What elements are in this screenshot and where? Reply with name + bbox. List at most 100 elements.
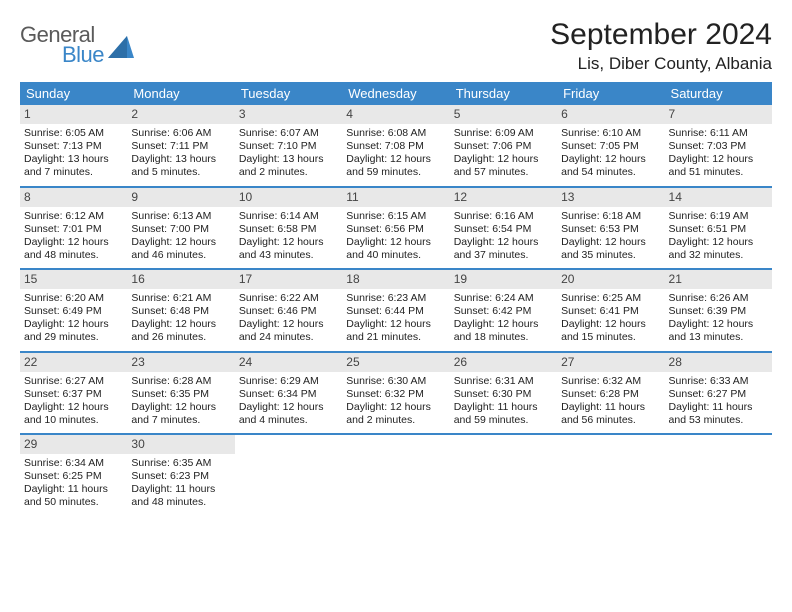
daylight-line: Daylight: 13 hours and 5 minutes. <box>131 153 230 179</box>
dow-sunday: Sunday <box>20 82 127 105</box>
week-row: 8Sunrise: 6:12 AMSunset: 7:01 PMDaylight… <box>20 188 772 271</box>
day-cell: 22 Sunrise: 6:27 AMSunset: 6:37 PMDayligh… <box>20 353 127 434</box>
logo: General Blue <box>20 24 134 66</box>
day-number: 27 <box>557 353 664 372</box>
day-number: 20 <box>557 270 664 289</box>
daylight-line: Daylight: 11 hours and 59 minutes. <box>454 401 553 427</box>
sunset-line: Sunset: 6:42 PM <box>454 305 553 318</box>
day-cell: 25Sunrise: 6:30 AMSunset: 6:32 PMDayligh… <box>342 353 449 434</box>
day-cell: 23Sunrise: 6:28 AMSunset: 6:35 PMDayligh… <box>127 353 234 434</box>
page-title: September 2024 <box>550 18 772 52</box>
week-row: 15 Sunrise: 6:20 AMSunset: 6:49 PM Dayligh… <box>20 270 772 353</box>
sunset-line: Sunset: 6:49 PM <box>24 305 123 318</box>
sunset-line: Sunset: 6:46 PM <box>239 305 338 318</box>
day-number: 30 <box>127 435 234 454</box>
sunrise-line: Sunrise: 6:35 AM <box>131 457 230 470</box>
sunrise-line: Sunrise: 6:26 AM <box>669 292 768 305</box>
dow-saturday: Saturday <box>665 82 772 105</box>
sunrise-line: Sunrise: 6:27 AM <box>24 375 123 388</box>
daylight-line: Daylight: 12 hours and 37 minutes. <box>454 236 553 262</box>
day-cell: 8Sunrise: 6:12 AMSunset: 7:01 PMDaylight… <box>20 188 127 269</box>
location: Lis, Diber County, Albania <box>550 54 772 74</box>
day-cell: 5Sunrise: 6:09 AMSunset: 7:06 PMDaylight… <box>450 105 557 186</box>
week-row: 22Sunrise: 6:27 AMSunset: 6:37 PMDayligh… <box>20 353 772 436</box>
day-cell: 10Sunrise: 6:14 AMSunset: 6:58 PMDayligh… <box>235 188 342 269</box>
day-cell: 6Sunrise: 6:10 AMSunset: 7:05 PMDaylight… <box>557 105 664 186</box>
day-number: 1 <box>20 105 127 124</box>
weeks-container: 1Sunrise: 6:05 AMSunset: 7:13 PMDaylight… <box>20 105 772 516</box>
day-cell-empty <box>450 435 557 516</box>
day-number: 28 <box>665 353 772 372</box>
sunset-line: Sunset: 7:03 PM <box>669 140 768 153</box>
day-cell: 28Sunrise: 6:33 AMSunset: 6:27 PMDayligh… <box>665 353 772 434</box>
day-number: 12 <box>450 188 557 207</box>
day-number: 11 <box>342 188 449 207</box>
day-number: 15 <box>20 270 127 289</box>
day-cell-empty <box>342 435 449 516</box>
sunrise-line: Sunrise: 6:06 AM <box>131 127 230 140</box>
day-cell-empty <box>235 435 342 516</box>
sunrise-line: Sunrise: 6:11 AM <box>669 127 768 140</box>
day-number: 5 <box>450 105 557 124</box>
week-row: 1Sunrise: 6:05 AMSunset: 7:13 PMDaylight… <box>20 105 772 188</box>
sunrise-line: Sunrise: 6:18 AM <box>561 210 660 223</box>
day-number: 23 <box>127 353 234 372</box>
day-number: 25 <box>342 353 449 372</box>
day-number: 10 <box>235 188 342 207</box>
sunset-line: Sunset: 7:10 PM <box>239 140 338 153</box>
day-number: 19 <box>450 270 557 289</box>
sunset-line: Sunset: 6:30 PM <box>454 388 553 401</box>
daylight-line: Daylight: 12 hours and 43 minutes. <box>239 236 338 262</box>
sunrise-line: Sunrise: 6:13 AM <box>131 210 230 223</box>
day-cell: 30 Sunrise: 6:35 AMSunset: 6:23 PMDayligh… <box>127 435 234 516</box>
daylight-line: Daylight: 12 hours and 24 minutes. <box>239 318 338 344</box>
sunset-line: Sunset: 6:27 PM <box>669 388 768 401</box>
daylight-line: Daylight: 12 hours and 10 minutes. <box>24 401 123 427</box>
sunset-line: Sunset: 6:44 PM <box>346 305 445 318</box>
sunrise-line: Sunrise: 6:20 AM <box>24 292 123 305</box>
daylight-line: Daylight: 12 hours and 21 minutes. <box>346 318 445 344</box>
sunset-line: Sunset: 7:08 PM <box>346 140 445 153</box>
daylight-line: Daylight: 12 hours and 32 minutes. <box>669 236 768 262</box>
sunrise-line: Sunrise: 6:16 AM <box>454 210 553 223</box>
sunset-line: Sunset: 6:37 PM <box>24 388 123 401</box>
sunrise-line: Sunrise: 6:23 AM <box>346 292 445 305</box>
daylight-line: Daylight: 12 hours and 2 minutes. <box>346 401 445 427</box>
sunset-line: Sunset: 7:13 PM <box>24 140 123 153</box>
sunset-line: Sunset: 7:05 PM <box>561 140 660 153</box>
day-number: 3 <box>235 105 342 124</box>
logo-text: General Blue <box>20 24 104 66</box>
day-cell-empty <box>557 435 664 516</box>
day-number: 14 <box>665 188 772 207</box>
day-cell: 3Sunrise: 6:07 AMSunset: 7:10 PMDaylight… <box>235 105 342 186</box>
sunrise-line: Sunrise: 6:28 AM <box>131 375 230 388</box>
sunset-line: Sunset: 6:23 PM <box>131 470 230 483</box>
header: General Blue September 2024 Lis, Diber C… <box>20 18 772 74</box>
day-number: 24 <box>235 353 342 372</box>
dow-friday: Friday <box>557 82 664 105</box>
daylight-line: Daylight: 11 hours and 56 minutes. <box>561 401 660 427</box>
sunrise-line: Sunrise: 6:14 AM <box>239 210 338 223</box>
sunset-line: Sunset: 6:56 PM <box>346 223 445 236</box>
day-number: 2 <box>127 105 234 124</box>
day-number: 22 <box>20 353 127 372</box>
daylight-line: Daylight: 11 hours and 48 minutes. <box>131 483 230 509</box>
day-cell: 16Sunrise: 6:21 AMSunset: 6:48 PMDayligh… <box>127 270 234 351</box>
day-number: 8 <box>20 188 127 207</box>
daylight-line: Daylight: 12 hours and 13 minutes. <box>669 318 768 344</box>
sunrise-line: Sunrise: 6:19 AM <box>669 210 768 223</box>
day-number: 16 <box>127 270 234 289</box>
dow-wednesday: Wednesday <box>342 82 449 105</box>
day-cell: 9Sunrise: 6:13 AMSunset: 7:00 PMDaylight… <box>127 188 234 269</box>
sunset-line: Sunset: 6:54 PM <box>454 223 553 236</box>
day-cell: 18Sunrise: 6:23 AMSunset: 6:44 PMDayligh… <box>342 270 449 351</box>
daylight-line: Daylight: 13 hours and 7 minutes. <box>24 153 123 179</box>
sunset-line: Sunset: 6:28 PM <box>561 388 660 401</box>
week-row: 29Sunrise: 6:34 AMSunset: 6:25 PMDayligh… <box>20 435 772 516</box>
daylight-line: Daylight: 12 hours and 40 minutes. <box>346 236 445 262</box>
day-cell: 7Sunrise: 6:11 AMSunset: 7:03 PMDaylight… <box>665 105 772 186</box>
day-cell: 13Sunrise: 6:18 AMSunset: 6:53 PMDayligh… <box>557 188 664 269</box>
day-number: 29 <box>20 435 127 454</box>
sunset-line: Sunset: 7:06 PM <box>454 140 553 153</box>
day-cell: 24Sunrise: 6:29 AMSunset: 6:34 PMDayligh… <box>235 353 342 434</box>
